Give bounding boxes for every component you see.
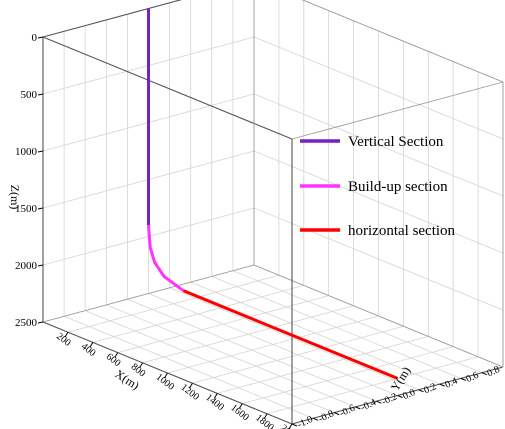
y-tick-label: 0.6 (464, 370, 480, 385)
z-tick-mark (37, 36, 44, 39)
y-tick-label: 0.8 (486, 364, 502, 379)
x-tick-mark (89, 342, 94, 348)
x-tick-mark (288, 423, 293, 429)
y-tick-label: -0.2 (380, 391, 399, 408)
x-tick-mark (164, 372, 168, 379)
z-tick-mark (37, 264, 44, 267)
z-tick-label: 500 (21, 89, 38, 101)
z-tick-label: 0 (32, 32, 38, 44)
y-tick-label: 0.2 (422, 381, 438, 396)
grid-floor-y (169, 287, 419, 391)
grid-floor-y (106, 304, 356, 408)
z-tick-mark (37, 321, 44, 324)
legend-label-horizontal: horizontal section (348, 223, 456, 239)
x-tick-mark (188, 382, 193, 389)
grid-floor-y (190, 281, 440, 385)
x-tick-mark (64, 331, 69, 338)
frame-edge (42, 36, 293, 140)
series-lines (147, 8, 399, 380)
frame-edge (42, 264, 255, 323)
y-tick-mark (397, 395, 403, 398)
x-tick-mark (238, 403, 243, 409)
y-tick-label: -1.0 (296, 414, 315, 429)
z-tick-mark (37, 207, 44, 210)
y-tick-mark (481, 372, 488, 376)
y-tick-mark (312, 417, 319, 421)
x-tick-mark (263, 413, 268, 420)
z-tick-mark (37, 150, 44, 153)
y-tick-mark (355, 406, 361, 410)
y-tick-mark (418, 389, 424, 393)
grid-floor-y (211, 276, 461, 379)
grid-floor-y (148, 293, 398, 396)
legend: Vertical Section Build-up section horizo… (300, 134, 456, 239)
z-tick-label: 2500 (15, 317, 38, 329)
z-tick-label: 1500 (15, 203, 38, 215)
x-tick-mark (213, 393, 218, 399)
x-tick-label: 2000 (278, 423, 301, 429)
series-build-up-section (147, 224, 185, 292)
x-tick-mark (139, 362, 144, 369)
z-tick-label: 1000 (15, 146, 38, 158)
y-tick-label: 0.0 (401, 387, 417, 402)
y-tick-label: 0.4 (443, 376, 459, 391)
legend-label-buildup: Build-up section (348, 179, 448, 195)
z-tick-label: 2000 (15, 260, 38, 272)
z-axis-title: Z(m) (8, 185, 22, 210)
grid-floor-y (63, 315, 314, 419)
y-tick-label: -0.6 (338, 403, 357, 420)
y-tick-label: -0.8 (317, 408, 336, 425)
series-horizontal-section (182, 289, 399, 380)
frame-edge (253, 264, 504, 368)
frame-edge (291, 81, 504, 140)
y-tick-mark (460, 377, 466, 381)
y-tick-mark (439, 383, 445, 387)
grid-floor-y (232, 270, 483, 374)
grid-floor-y (85, 310, 335, 413)
y-tick-label: -0.4 (359, 397, 378, 414)
z-tick-mark (37, 93, 44, 96)
y-tick-mark (376, 400, 382, 404)
x-tick-mark (114, 352, 119, 358)
grid-floor-y (127, 298, 377, 402)
x-tick-label: 1800 (253, 412, 276, 429)
y-tick-mark (334, 412, 340, 416)
y-tick-mark (291, 423, 298, 427)
frame-edge (301, 0, 504, 83)
legend-label-vertical: Vertical Section (348, 134, 444, 150)
